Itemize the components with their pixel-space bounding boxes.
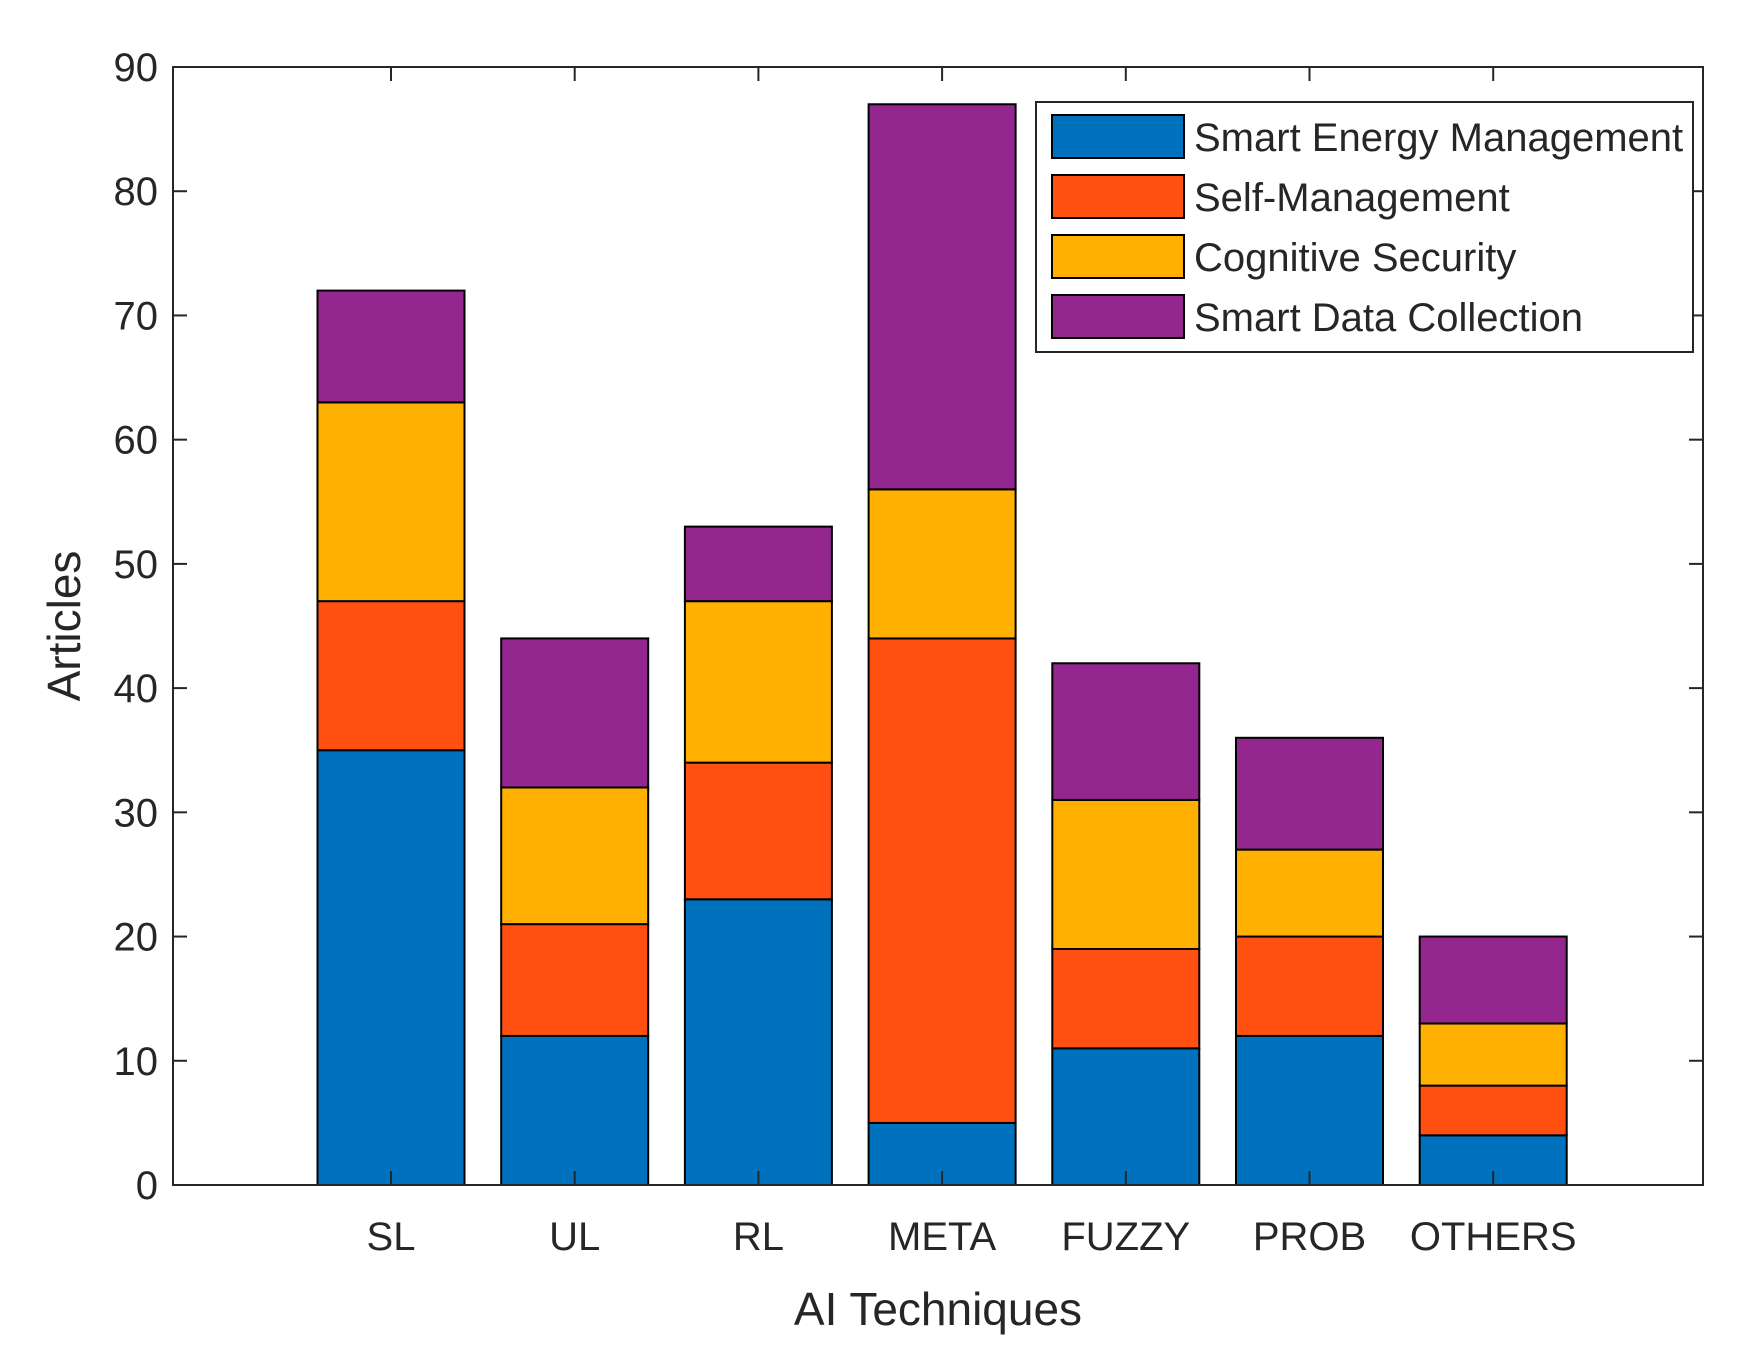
legend-label: Self-Management <box>1194 176 1510 220</box>
bar-rl-series-2 <box>683 761 833 901</box>
bar-fuzzy-series-4 <box>1051 662 1201 801</box>
bar-sl-series-2 <box>316 600 466 752</box>
y-tick-label: 30 <box>114 791 159 835</box>
bar-fuzzy-series-2 <box>1051 947 1201 1050</box>
ticks-group: SL UL RL META FUZZY PROB OTHERS 0 10 20 30 40 50 60 70… <box>114 46 1703 1259</box>
x-tick-label: PROB <box>1253 1215 1366 1259</box>
legend-swatch <box>1051 114 1185 159</box>
bar-sl-series-1 <box>316 749 466 1186</box>
bar-prob-series-4 <box>1235 736 1384 851</box>
bars-group <box>316 103 1568 1187</box>
bar-ul-series-4 <box>500 637 650 789</box>
legend-label: Smart Energy Management <box>1194 116 1683 160</box>
bar-sl-series-4 <box>316 289 466 404</box>
bar-fuzzy-series-1 <box>1051 1047 1201 1187</box>
y-tick-label: 20 <box>114 916 159 960</box>
bar-meta-series-4 <box>867 103 1017 491</box>
legend-label: Smart Data Collection <box>1194 296 1583 340</box>
bar-fuzzy-series-3 <box>1051 798 1201 950</box>
y-tick-label: 80 <box>114 170 159 214</box>
y-tick-label: 60 <box>114 419 159 463</box>
bar-ul-series-3 <box>500 786 650 926</box>
plot-frame <box>172 66 1704 1186</box>
x-tick-label: RL <box>733 1215 784 1259</box>
x-axis-label: AI Techniques <box>794 1283 1082 1335</box>
y-tick-label: 40 <box>114 667 159 711</box>
bar-others-series-4 <box>1418 935 1568 1025</box>
y-tick-label: 0 <box>136 1164 158 1208</box>
legend-label: Cognitive Security <box>1194 236 1516 280</box>
bar-rl-series-3 <box>683 600 833 764</box>
legend-swatch <box>1051 294 1185 339</box>
legend: Smart Energy Management Self-Management Co… <box>1035 101 1694 353</box>
legend-swatch <box>1051 234 1185 279</box>
bar-prob-series-3 <box>1235 848 1384 938</box>
x-tick-label: SL <box>367 1215 416 1259</box>
x-tick-label: META <box>888 1215 996 1259</box>
y-tick-label: 10 <box>114 1040 159 1084</box>
x-tick-label: FUZZY <box>1061 1215 1190 1259</box>
bar-rl-series-4 <box>683 525 833 603</box>
bar-others-series-2 <box>1418 1084 1568 1137</box>
y-tick-label: 70 <box>114 294 159 338</box>
legend-items: Smart Energy Management Self-Management Co… <box>1051 114 1683 340</box>
legend-swatch <box>1051 174 1185 219</box>
bar-ul-series-1 <box>500 1034 650 1187</box>
x-tick-label: OTHERS <box>1410 1215 1577 1259</box>
bar-ul-series-2 <box>500 923 650 1037</box>
bar-prob-series-1 <box>1235 1034 1384 1187</box>
bar-meta-series-2 <box>867 637 1017 1124</box>
bar-rl-series-1 <box>683 898 833 1186</box>
y-axis-label: Articles <box>38 551 90 702</box>
bar-prob-series-2 <box>1235 935 1384 1037</box>
bar-meta-series-3 <box>867 488 1017 640</box>
bar-sl-series-3 <box>316 401 466 603</box>
x-tick-label: UL <box>549 1215 600 1259</box>
y-tick-label: 90 <box>114 46 159 90</box>
bar-others-series-3 <box>1418 1022 1568 1087</box>
y-tick-label: 50 <box>114 543 159 587</box>
